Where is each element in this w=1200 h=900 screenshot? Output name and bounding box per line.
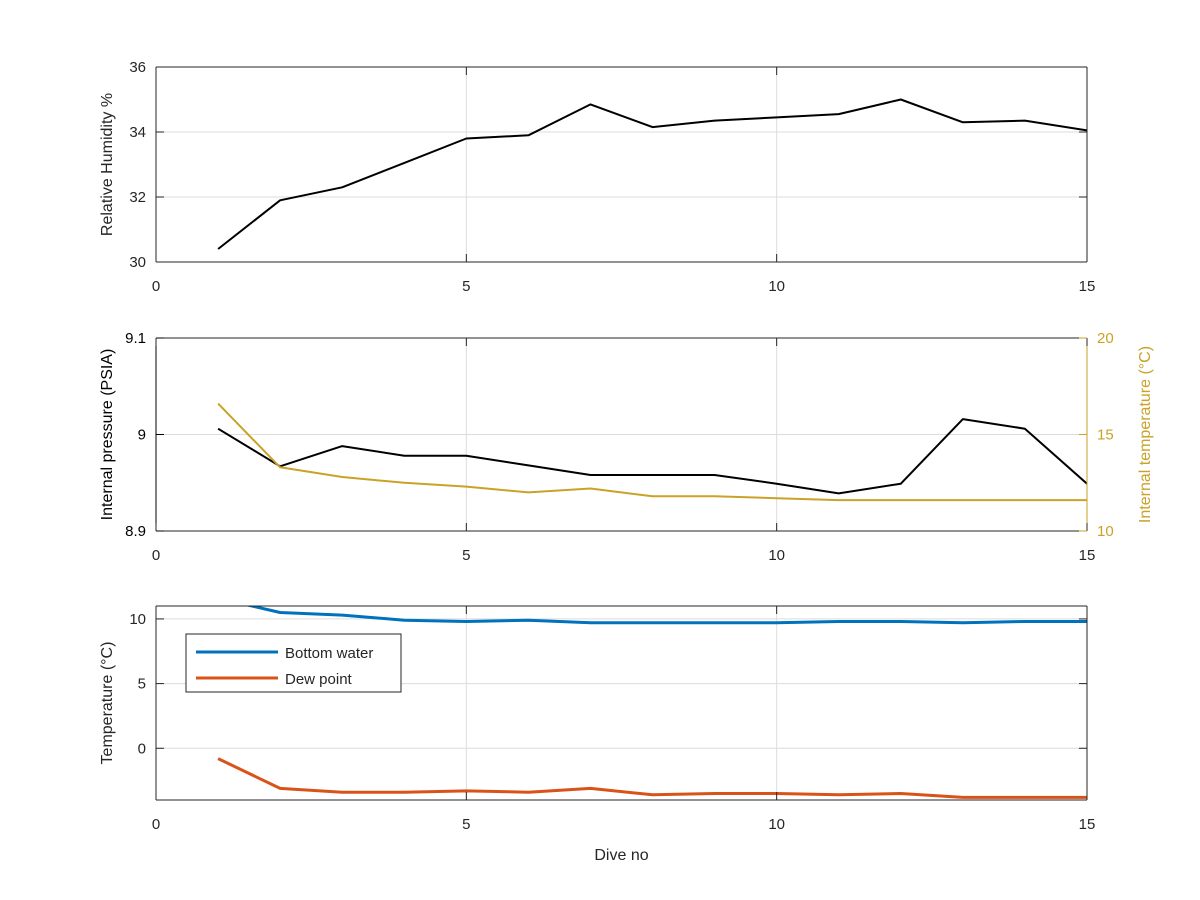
- x-tick-label: 10: [768, 816, 785, 833]
- series-line-2-1: [217, 418, 1087, 495]
- x-tick-label: 10: [768, 547, 785, 564]
- y-axis-label: Relative Humidity %: [99, 93, 116, 236]
- x-tick-label: 0: [152, 278, 160, 295]
- x-tick-label: 5: [462, 547, 470, 564]
- y-tick-label-right: 15: [1097, 427, 1114, 444]
- series-line-bottom-water: [245, 606, 1087, 625]
- x-tick-label: 15: [1079, 547, 1096, 564]
- y-axis-label: Internal pressure (PSIA): [99, 349, 116, 521]
- x-tick-label: 0: [152, 816, 160, 833]
- y-tick-label: 5: [138, 676, 146, 693]
- x-axis-label: Dive no: [594, 847, 648, 864]
- y-tick-label: 34: [129, 124, 146, 141]
- y-tick-label: 30: [129, 254, 146, 271]
- x-tick-label: 10: [768, 278, 785, 295]
- y-axis-label: Temperature (°C): [99, 642, 116, 765]
- series-group: [217, 606, 1087, 799]
- y-tick-label: 36: [129, 59, 146, 76]
- y-tick-label: 32: [129, 189, 146, 206]
- series-line-1-1: [217, 98, 1087, 250]
- series-line-dew-point: [217, 757, 1087, 799]
- x-tick-label: 5: [462, 278, 470, 295]
- y-tick-label-right: 20: [1097, 330, 1114, 347]
- series-group: [217, 98, 1087, 250]
- y-tick-label-right: 10: [1097, 523, 1114, 540]
- legend: Bottom water Dew point: [185, 633, 402, 693]
- legend-box: [185, 633, 402, 693]
- x-tick-label: 15: [1079, 278, 1096, 295]
- legend-label-dew-point: Dew point: [285, 671, 353, 688]
- series-line-2-2: [217, 402, 1087, 502]
- y-tick-label: 10: [129, 611, 146, 628]
- x-tick-label: 0: [152, 547, 160, 564]
- y-tick-label: 8.9: [125, 523, 146, 540]
- plot-area: [156, 67, 1087, 262]
- x-tick-label: 15: [1079, 816, 1096, 833]
- y-tick-label: 9: [138, 427, 146, 444]
- subplot-3: 0 5 10 15 0 5 10 Temperature (°C) Dive no Bottom …: [99, 605, 1096, 864]
- legend-label-bottom-water: Bottom water: [285, 645, 373, 662]
- y-axis-label-right: Internal temperature (°C): [1137, 346, 1154, 523]
- subplot-1: 0 5 10 15 30 32 34 36 Relative Humidity %: [99, 59, 1095, 295]
- x-tick-label: 5: [462, 816, 470, 833]
- series-group: [217, 402, 1087, 502]
- y-tick-label: 9.1: [125, 330, 146, 347]
- y-tick-label: 0: [138, 740, 146, 757]
